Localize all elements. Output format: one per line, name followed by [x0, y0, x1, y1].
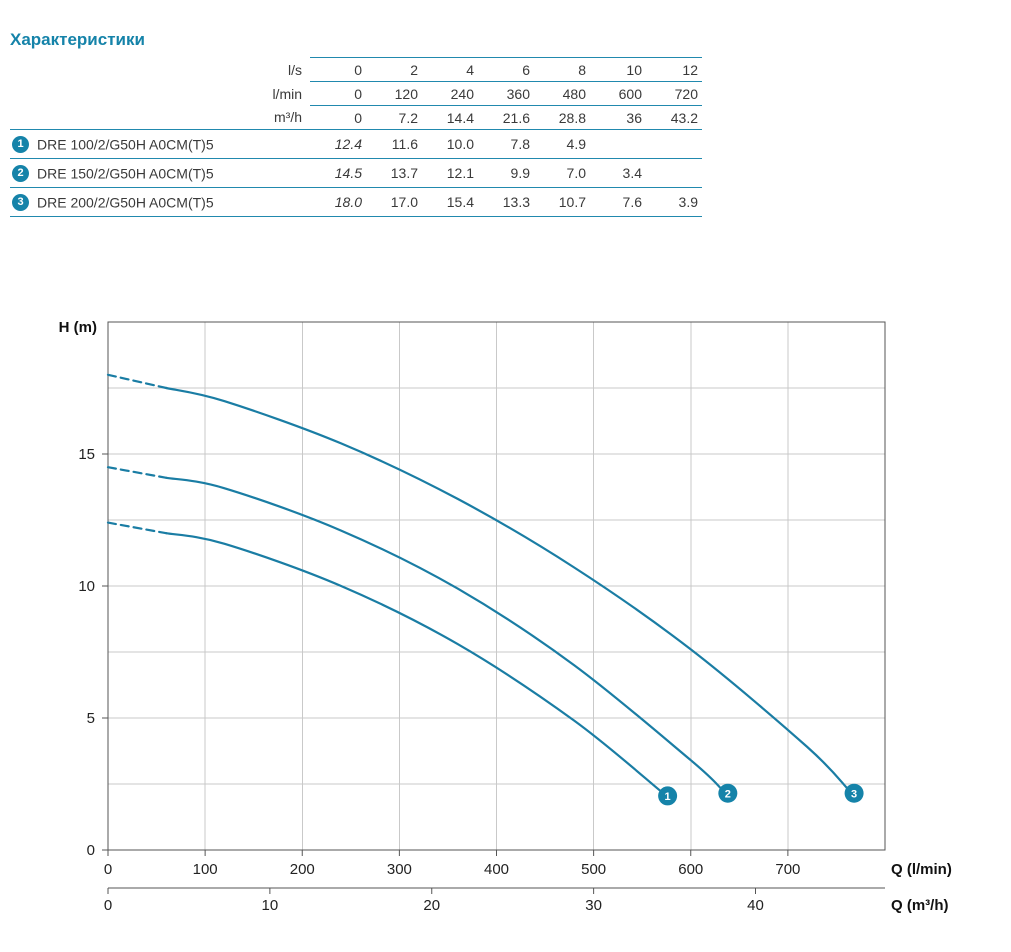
unit-value: 480: [534, 81, 590, 106]
unit-label: m³/h: [274, 109, 302, 126]
pump-model-name: DRE 150/2/G50H A0CM(T)5: [37, 165, 214, 182]
y-tick-label: 0: [87, 842, 95, 859]
y-axis-title: H (m): [59, 319, 97, 336]
unit-header-rows: l/s 0 2 4 6 8 10 12 l/min 0 120 240 360 480 600 720 m³/h…: [10, 57, 702, 130]
unit-value: 360: [478, 81, 534, 106]
x-tick-label-m3h: 40: [747, 897, 764, 914]
curve-2-dashed: [106, 466, 168, 479]
unit-label: l/s: [288, 61, 302, 78]
unit-value: 2: [366, 57, 422, 82]
curve-2-marker: [718, 783, 738, 803]
unit-row-1: l/min 0 120 240 360 480 600 720: [10, 81, 702, 106]
unit-row-0: l/s 0 2 4 6 8 10 12: [10, 57, 702, 82]
characteristics-table: l/s 0 2 4 6 8 10 12 l/min 0 120 240 360 480 600 720 m³/h…: [10, 57, 702, 217]
pump-number-badge: 2: [12, 164, 29, 182]
head-value: 10.7: [558, 194, 586, 210]
pump-model-name: DRE 100/2/G50H A0CM(T)5: [37, 136, 214, 153]
x-tick-label-m3h: 30: [585, 897, 602, 914]
unit-value: 28.8: [534, 105, 590, 130]
head-value: 7.0: [566, 165, 586, 181]
unit-label: l/min: [272, 85, 302, 102]
pump-row-2: 2 DRE 150/2/G50H A0CM(T)5 14.5 13.7 12.1 9.9 7…: [10, 158, 702, 188]
unit-value: 43.2: [646, 105, 702, 130]
curve-3-dashed: [106, 373, 168, 390]
curve-2-line: [165, 476, 723, 791]
unit-value: 36: [590, 105, 646, 130]
unit-value: 0: [310, 57, 366, 82]
x-tick-label-lmin: 700: [775, 861, 800, 878]
x-tick-label-m3h: 20: [423, 897, 440, 914]
pump-name-cell: 1 DRE 100/2/G50H A0CM(T)5: [10, 130, 310, 159]
head-value: 9.9: [510, 165, 530, 181]
head-value: 7.8: [510, 136, 530, 152]
unit-value: 6: [478, 57, 534, 82]
x-tick-label-m3h: 10: [262, 897, 279, 914]
curve-1-marker-label: 1: [665, 791, 671, 803]
x-tick-label-lmin: 400: [484, 861, 509, 878]
unit-value: 10: [590, 57, 646, 82]
pump-number-badge: 3: [12, 193, 29, 211]
pump-model-name: DRE 200/2/G50H A0CM(T)5: [37, 194, 214, 211]
head-value: 3.9: [678, 194, 698, 210]
head-value: [646, 159, 702, 188]
curve-3-marker: [844, 783, 864, 803]
unit-value: 120: [366, 81, 422, 106]
unit-value: 14.4: [422, 105, 478, 130]
pump-row-1: 1 DRE 100/2/G50H A0CM(T)5 12.4 11.6 10.0 7.8 4…: [10, 129, 702, 159]
head-value: 12.1: [446, 165, 474, 181]
head-value: [646, 130, 702, 159]
head-value: 17.0: [390, 194, 418, 210]
head-value: 13.7: [390, 165, 418, 181]
pump-curve-chart: 0 5 10 15 H (m) 0 100 200 300 400 500 600 700 Q (l/mi…: [0, 300, 1011, 947]
x-tick-label-lmin: 0: [104, 861, 112, 878]
x-tick-label-m3h: 0: [104, 897, 112, 914]
unit-row-2: m³/h 0 7.2 14.4 21.6 28.8 36 43.2: [10, 105, 702, 130]
head-value: 12.4: [334, 136, 362, 152]
x-tick-label-lmin: 300: [387, 861, 412, 878]
unit-value: 0: [310, 81, 366, 106]
head-value: 7.6: [622, 194, 642, 210]
curve-1-dashed: [106, 521, 168, 535]
y-tick-label: 5: [87, 710, 95, 727]
pump-number-badge: 1: [12, 135, 29, 153]
unit-value: 7.2: [366, 105, 422, 130]
x-tick-label-lmin: 100: [193, 861, 218, 878]
unit-value: 600: [590, 81, 646, 106]
head-value: 10.0: [446, 136, 474, 152]
unit-value: 240: [422, 81, 478, 106]
head-value: 15.4: [446, 194, 474, 210]
head-value: 13.3: [502, 194, 530, 210]
x-axis-title-lmin: Q (l/min): [891, 861, 952, 878]
head-value: 11.6: [391, 136, 418, 152]
unit-value: 720: [646, 81, 702, 106]
head-value: 14.5: [334, 165, 362, 181]
head-value: [590, 130, 646, 159]
x-tick-label-lmin: 200: [290, 861, 315, 878]
y-tick-label: 15: [78, 446, 95, 463]
x-axis-title-m3h: Q (m³/h): [891, 897, 949, 914]
unit-value: 21.6: [478, 105, 534, 130]
head-value: 3.4: [622, 165, 642, 181]
unit-value: 8: [534, 57, 590, 82]
unit-value: 12: [646, 57, 702, 82]
curve-1-line: [165, 532, 663, 793]
pump-name-cell: 2 DRE 150/2/G50H A0CM(T)5: [10, 159, 310, 188]
head-value: 18.0: [334, 194, 362, 210]
curve-3-line: [165, 386, 850, 791]
head-value: 4.9: [566, 136, 586, 152]
pump-row-3: 3 DRE 200/2/G50H A0CM(T)5 18.0 17.0 15.4 13.3…: [10, 187, 702, 217]
unit-value: 0: [310, 105, 366, 130]
unit-value: 4: [422, 57, 478, 82]
curve-2-marker-label: 2: [725, 788, 731, 800]
page-title: Характеристики: [10, 30, 145, 49]
x-tick-label-lmin: 500: [581, 861, 606, 878]
pump-model-rows: 1 DRE 100/2/G50H A0CM(T)5 12.4 11.6 10.0 7.8 4…: [10, 129, 702, 217]
curve-1-marker: [658, 786, 678, 806]
pump-name-cell: 3 DRE 200/2/G50H A0CM(T)5: [10, 188, 310, 217]
curve-3-marker-label: 3: [851, 788, 857, 800]
x-tick-label-lmin: 600: [678, 861, 703, 878]
y-tick-label: 10: [78, 578, 95, 595]
